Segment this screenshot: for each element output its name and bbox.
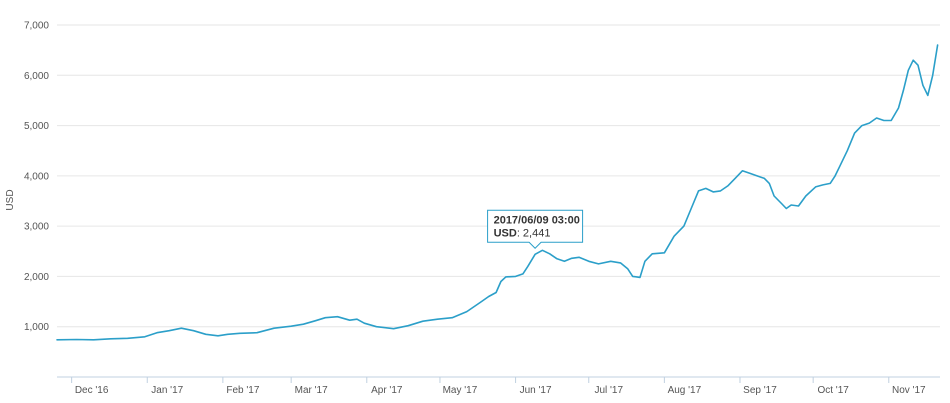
y-axis-label: USD: [5, 189, 16, 210]
tooltip-value: USD: 2,441: [494, 227, 551, 239]
series-layer: [56, 44, 939, 341]
x-tick-label: Mar '17: [295, 385, 328, 396]
x-tick-label: Nov '17: [892, 385, 926, 396]
y-tick-label: 6,000: [24, 71, 49, 82]
tooltip-title: 2017/06/09 03:00: [494, 214, 580, 226]
y-tick-label: 7,000: [24, 21, 49, 32]
y-tick-label: 1,000: [24, 322, 49, 333]
y-tick-labels: 7,000 6,000 5,000 4,000 3,000 2,000 1,000: [24, 21, 49, 334]
x-tick-labels: Dec '16 Jan '17 Feb '17 Mar '17 Apr '17 May '…: [71, 377, 926, 396]
y-tick-label: 5,000: [24, 121, 49, 132]
x-tick-label: Jan '17: [151, 385, 183, 396]
x-tick-label: Feb '17: [226, 385, 259, 396]
x-tick-label: Dec '16: [75, 385, 109, 396]
x-tick-label: Aug '17: [668, 385, 702, 396]
x-tick-label: Sep '17: [743, 385, 777, 396]
x-tick-label: Apr '17: [371, 385, 403, 396]
x-tick-label: Jun '17: [520, 385, 552, 396]
y-tick-label: 4,000: [24, 171, 49, 182]
x-tick-label: May '17: [443, 385, 478, 396]
price-series-line: [56, 44, 939, 341]
x-tick-label: Oct '17: [817, 385, 849, 396]
y-tick-label: 3,000: [24, 222, 49, 233]
grid-layer: [57, 24, 940, 378]
y-tick-label: 2,000: [24, 272, 49, 283]
x-tick-label: Jul '17: [594, 385, 623, 396]
tooltip-box: [487, 209, 584, 249]
